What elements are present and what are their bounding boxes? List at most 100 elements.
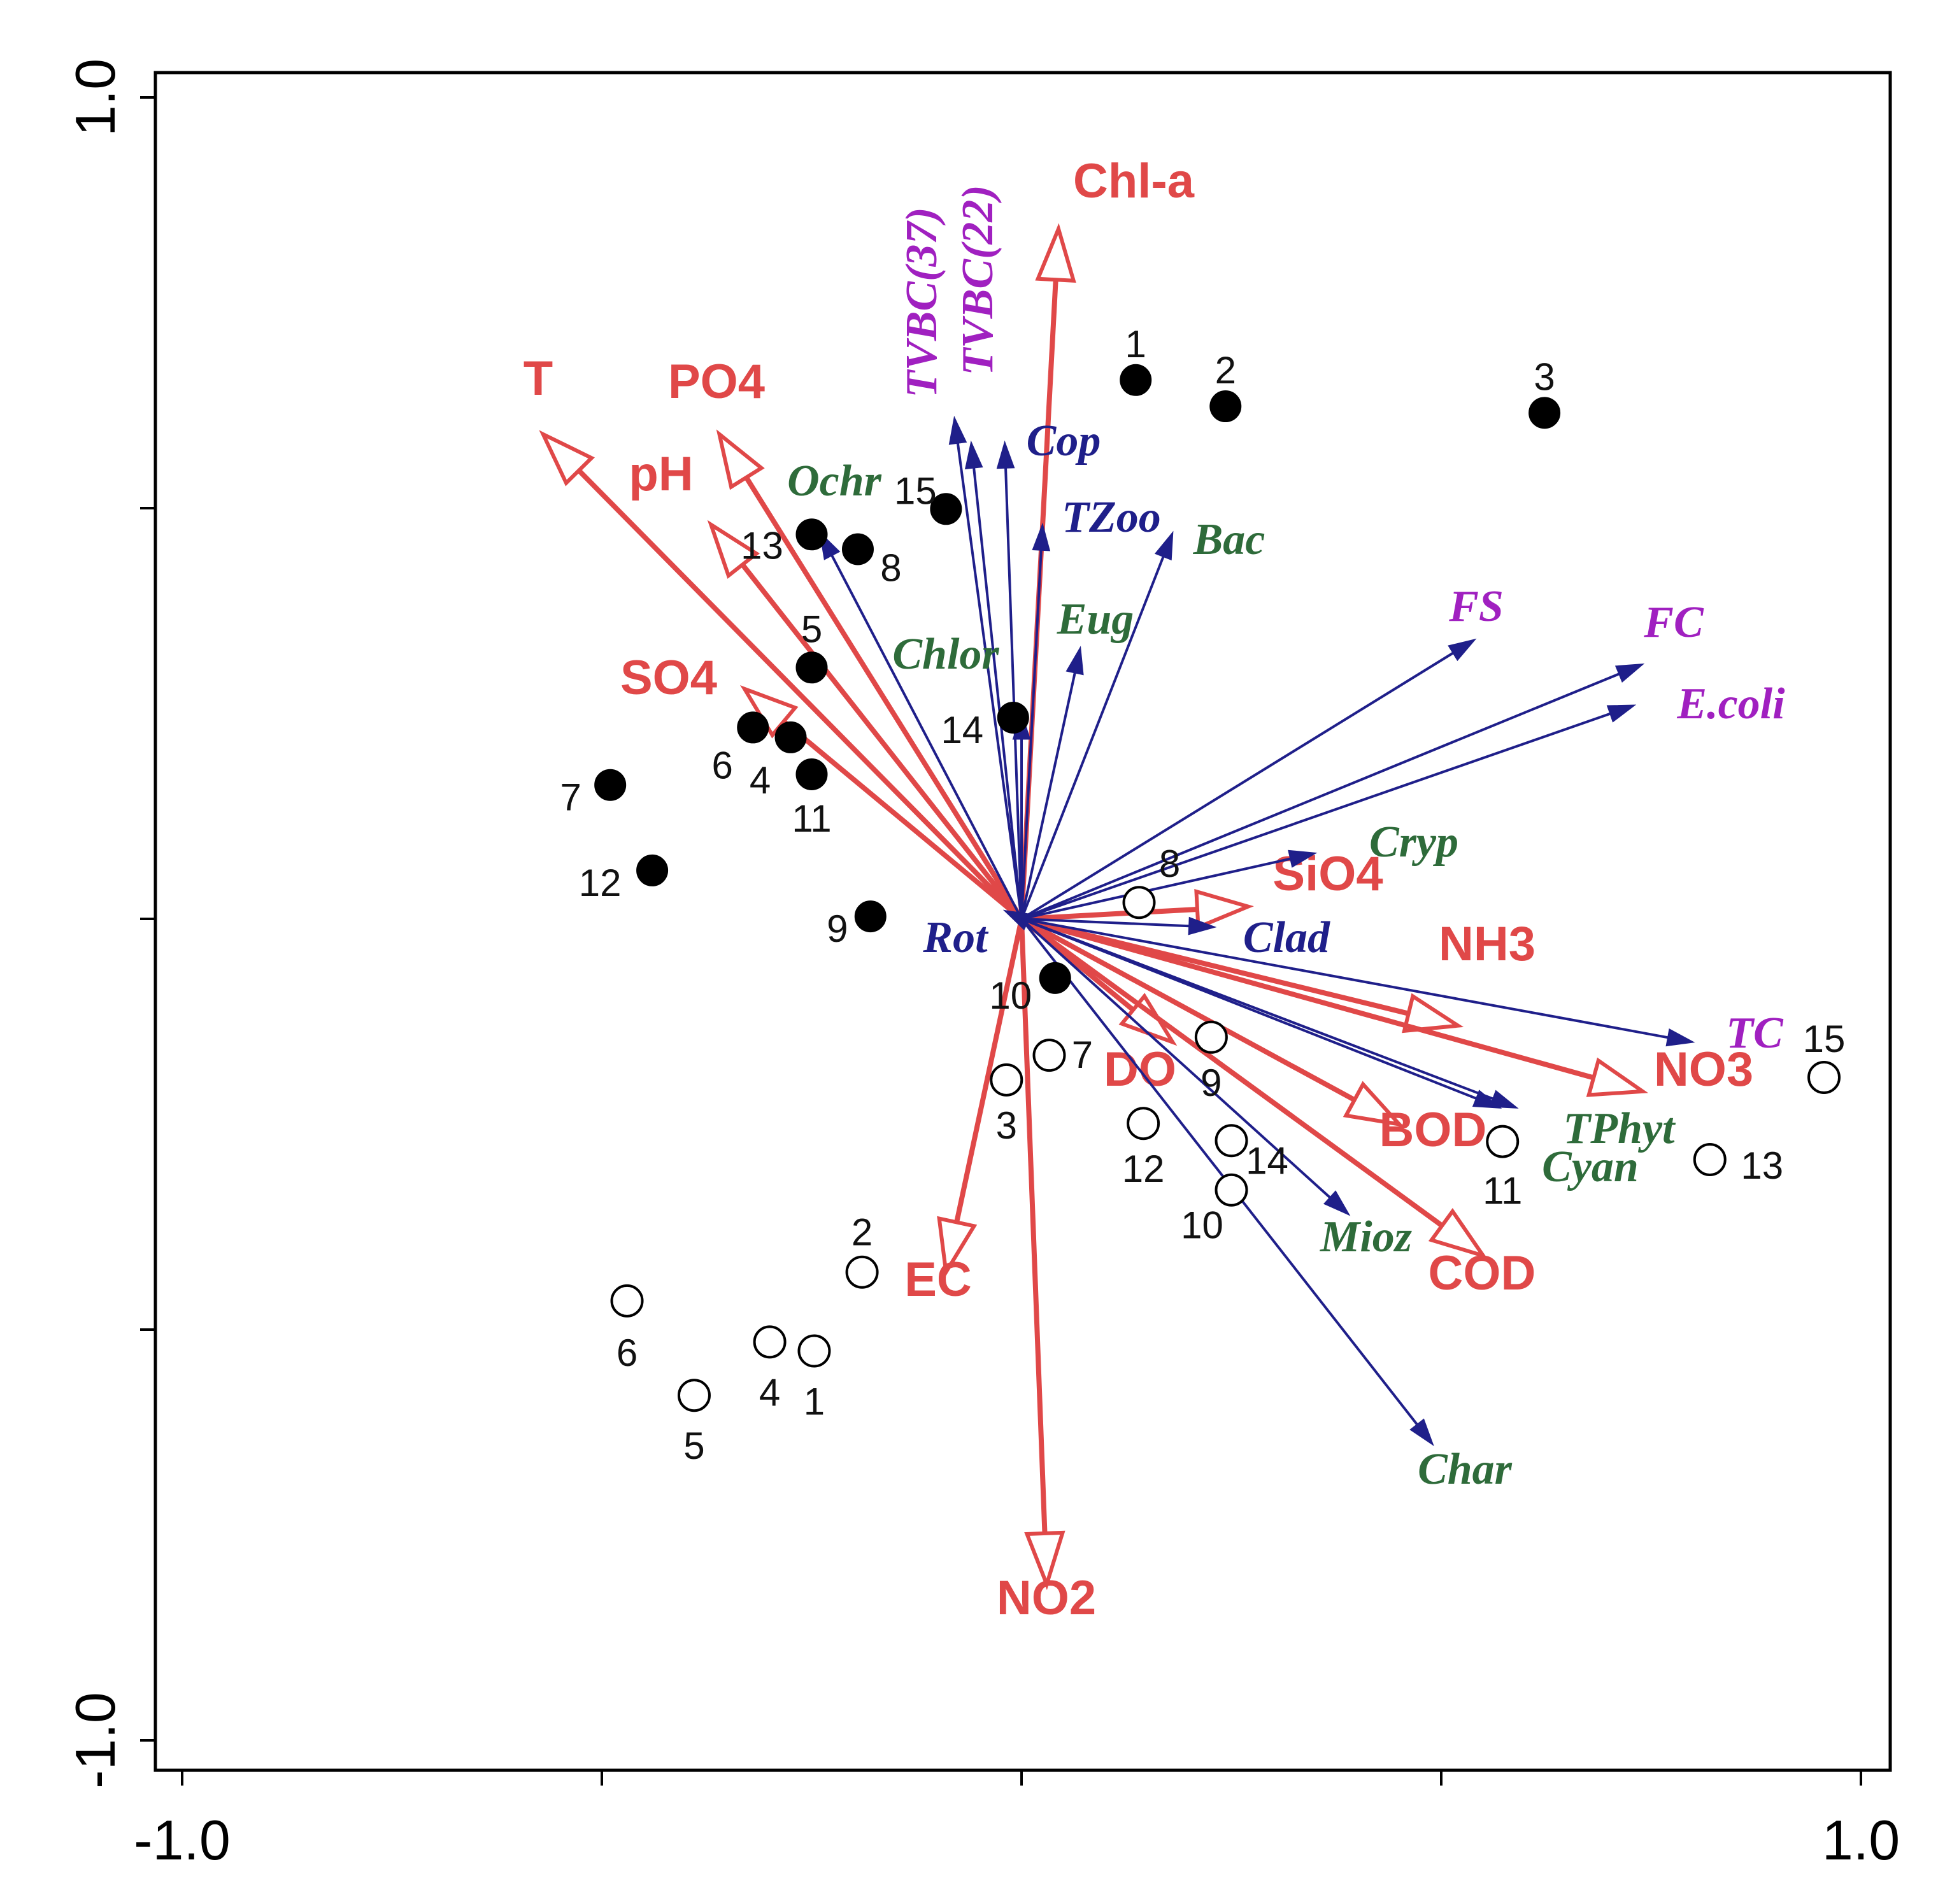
bio-label-tzoo: TZoo bbox=[1062, 493, 1161, 542]
site-open-1: 1 bbox=[797, 1334, 831, 1423]
bio-vector-head bbox=[1665, 1028, 1695, 1047]
site-filled-12: 12 bbox=[579, 854, 669, 904]
bio-vector-cop: Cop bbox=[996, 416, 1101, 920]
site-open-15: 15 bbox=[1803, 1018, 1845, 1094]
site-open-2: 2 bbox=[845, 1211, 879, 1289]
site-filled-8: 8 bbox=[841, 533, 902, 590]
site-open-4: 4 bbox=[753, 1325, 787, 1414]
site-marker bbox=[930, 493, 962, 525]
site-open-11: 11 bbox=[1483, 1125, 1522, 1212]
bio-label-tvbc-22: TVBC(22) bbox=[953, 185, 1002, 375]
site-marker bbox=[1039, 962, 1071, 994]
site-open-13: 13 bbox=[1693, 1142, 1783, 1187]
bio-vector-eug: Eug bbox=[1020, 595, 1134, 920]
env-vector-shaft bbox=[781, 718, 1024, 921]
bio-vector-fs: FS bbox=[1020, 582, 1504, 920]
site-open-7: 7 bbox=[1032, 1034, 1093, 1076]
site-label: 8 bbox=[1159, 842, 1180, 885]
bio-vector-bac: Bac bbox=[1020, 515, 1265, 920]
site-label: 13 bbox=[741, 524, 783, 567]
site-label: 5 bbox=[801, 607, 822, 650]
bio-label-rot: Rot bbox=[922, 913, 989, 962]
site-filled-2: 2 bbox=[1209, 349, 1242, 423]
bio-vector-shaft bbox=[1021, 918, 1477, 1100]
bio-label-cyan: Cyan bbox=[1542, 1142, 1639, 1191]
site-open-3: 3 bbox=[990, 1063, 1023, 1147]
env-label-ph: pH bbox=[629, 447, 693, 501]
site-label: 11 bbox=[792, 797, 831, 840]
env-vector-bod: BOD bbox=[1019, 916, 1487, 1157]
site-open-9: 9 bbox=[1194, 1020, 1228, 1104]
site-marker bbox=[1807, 1060, 1841, 1094]
bio-vector-tc: TC bbox=[1021, 918, 1784, 1058]
site-label: 13 bbox=[1741, 1144, 1783, 1187]
site-label: 9 bbox=[827, 907, 848, 950]
bio-vector-mioz: Mioz bbox=[1020, 918, 1412, 1261]
env-vector-head bbox=[1586, 1057, 1649, 1097]
bio-vector-head bbox=[1065, 646, 1084, 676]
env-vector-po4: PO4 bbox=[668, 355, 1024, 921]
env-vector-head bbox=[1118, 993, 1178, 1046]
env-vector-shaft bbox=[739, 562, 1024, 921]
env-vector-no2: NO2 bbox=[997, 916, 1096, 1625]
bio-vector-head bbox=[1288, 849, 1318, 868]
site-marker bbox=[795, 758, 828, 790]
site-label: 5 bbox=[683, 1424, 704, 1467]
bio-vector-shaft bbox=[1021, 857, 1291, 920]
site-marker bbox=[1528, 397, 1561, 429]
bio-label-chlor: Chlor bbox=[892, 630, 999, 679]
bio-label-e-coli: E.coli bbox=[1676, 679, 1785, 728]
bio-vector-head bbox=[964, 440, 983, 470]
site-label: 2 bbox=[851, 1211, 873, 1254]
site-marker bbox=[1693, 1142, 1727, 1176]
site-label: 12 bbox=[1122, 1147, 1165, 1190]
bio-vector-head bbox=[1188, 916, 1217, 935]
site-filled-15: 15 bbox=[894, 469, 962, 525]
site-filled-5: 5 bbox=[795, 607, 828, 684]
bio-vector-tvbc-22: TVBC(22) bbox=[953, 185, 1023, 920]
site-marker bbox=[854, 900, 887, 933]
site-marker bbox=[774, 721, 807, 753]
site-label: 6 bbox=[616, 1332, 638, 1374]
bio-vector-head bbox=[996, 440, 1015, 469]
bio-vector-shaft bbox=[972, 467, 1023, 920]
site-label: 14 bbox=[941, 709, 983, 751]
site-label: 8 bbox=[880, 547, 901, 590]
site-marker bbox=[841, 533, 874, 565]
bio-label-fs: FS bbox=[1448, 582, 1504, 631]
env-vector-no3: NO3 bbox=[1019, 916, 1753, 1097]
site-filled-3: 3 bbox=[1528, 355, 1561, 429]
site-marker bbox=[1486, 1125, 1520, 1158]
bio-vector-shaft bbox=[1004, 467, 1023, 920]
bio-vector-head bbox=[1606, 704, 1637, 723]
site-label: 2 bbox=[1215, 349, 1236, 392]
env-vector-shaft bbox=[954, 916, 1024, 1225]
env-label-ec: EC bbox=[904, 1253, 972, 1307]
bio-vector-e-coli: E.coli bbox=[1021, 679, 1785, 920]
bio-label-tc: TC bbox=[1726, 1009, 1784, 1058]
bio-vector-shaft bbox=[1021, 918, 1669, 1039]
bio-vector-shaft bbox=[1021, 918, 1190, 928]
site-filled-13: 13 bbox=[741, 518, 828, 567]
site-filled-9: 9 bbox=[827, 900, 887, 950]
env-label-no2: NO2 bbox=[997, 1571, 1096, 1625]
site-label: 12 bbox=[579, 862, 622, 904]
site-label: 11 bbox=[1483, 1170, 1522, 1212]
bio-label-ochr: Ochr bbox=[787, 457, 882, 506]
env-label-bod: BOD bbox=[1379, 1103, 1487, 1157]
site-marker bbox=[737, 711, 769, 744]
bio-label-mioz: Mioz bbox=[1320, 1212, 1412, 1261]
bio-vector-shaft bbox=[1021, 672, 1620, 920]
env-label-chl-a: Chl-a bbox=[1073, 154, 1195, 208]
site-marker bbox=[610, 1284, 644, 1318]
site-marker bbox=[1194, 1020, 1228, 1054]
env-vector-head bbox=[716, 429, 765, 490]
bio-vector-cryp: Cryp bbox=[1021, 818, 1458, 920]
bio-vector-head bbox=[1154, 530, 1174, 561]
env-vector-shaft bbox=[1019, 916, 1048, 1536]
bio-vector-fc: FC bbox=[1021, 598, 1704, 920]
env-vector-head bbox=[1428, 1207, 1488, 1260]
site-open-12: 12 bbox=[1122, 1107, 1165, 1190]
site-marker bbox=[1032, 1039, 1066, 1072]
